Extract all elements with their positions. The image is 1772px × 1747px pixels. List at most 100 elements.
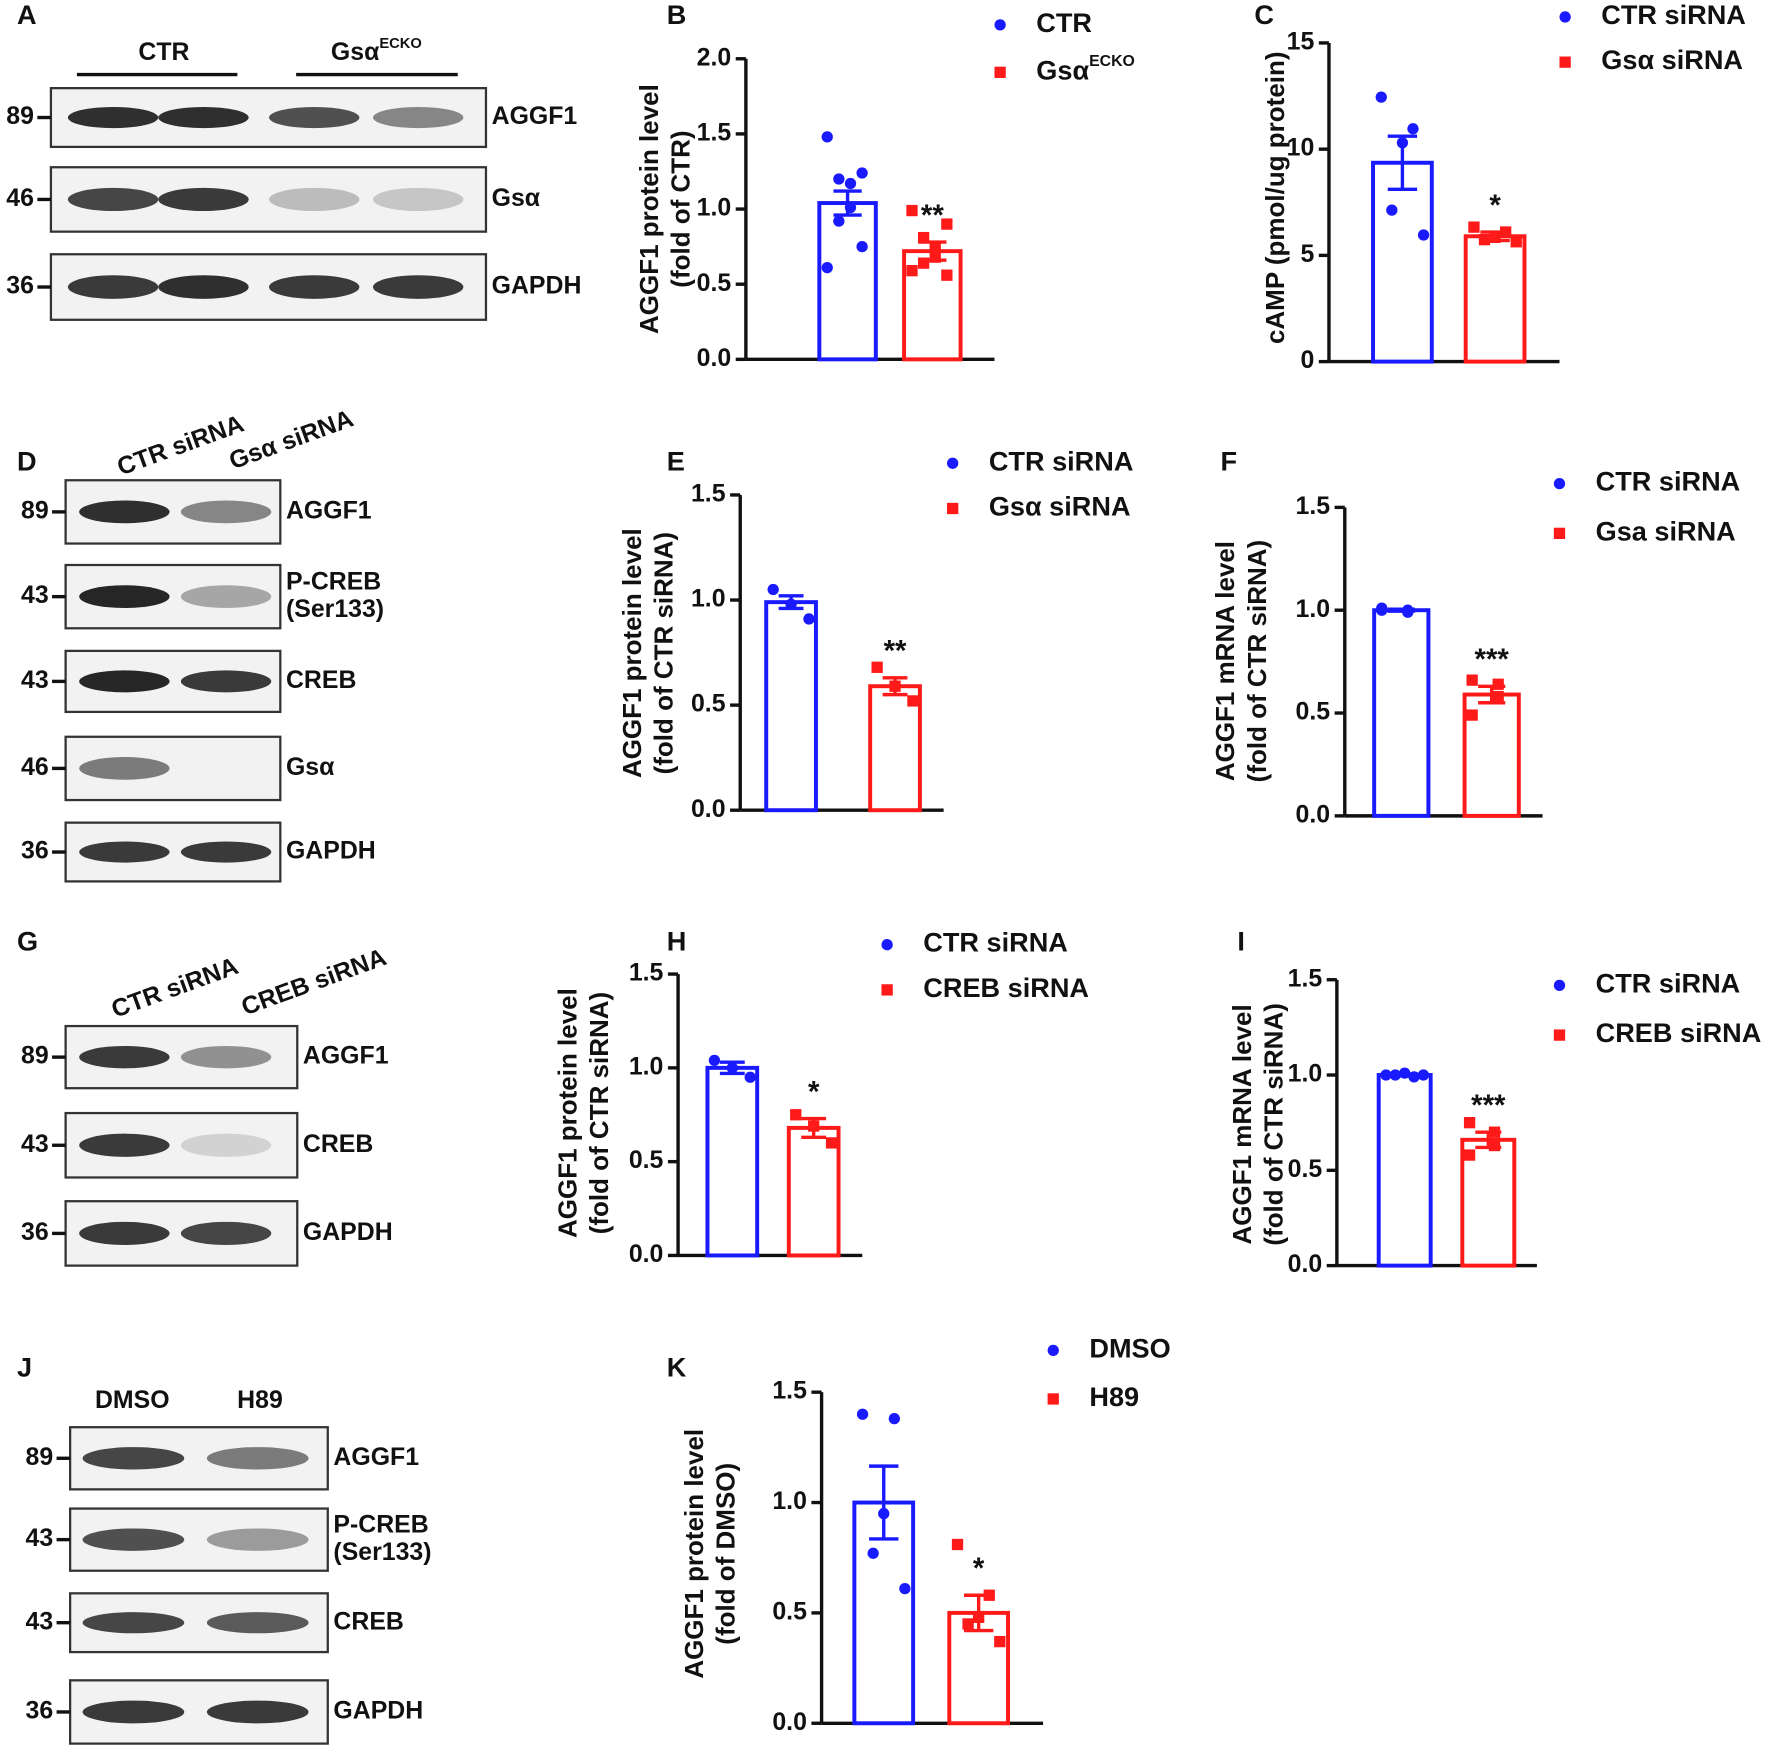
- legend-label: CTR siRNA: [989, 445, 1134, 476]
- legend-marker: [1553, 1029, 1566, 1041]
- blot-band: [67, 275, 159, 299]
- blot-band: [158, 187, 249, 212]
- protein-label: (Ser133): [333, 1538, 431, 1566]
- protein-label: AGGF1: [333, 1443, 419, 1471]
- y-tick-label: 1.5: [629, 959, 664, 987]
- y-tick-label: 5: [1300, 240, 1314, 268]
- y-tick-label: 0.5: [1296, 698, 1331, 726]
- data-point: [867, 1547, 879, 1559]
- size-marker: 36: [21, 837, 49, 865]
- data-point: [844, 201, 857, 214]
- blot-band: [82, 1612, 185, 1634]
- bar: [786, 1125, 841, 1258]
- legend-label: CTR siRNA: [923, 927, 1068, 958]
- protein-label: GAPDH: [333, 1697, 423, 1725]
- y-tick-label: 1.5: [697, 118, 732, 146]
- data-point: [941, 269, 953, 281]
- y-tick-label: 1.0: [629, 1052, 664, 1080]
- y-tick-label: 0.0: [691, 795, 726, 823]
- protein-label: AGGF1: [286, 496, 372, 524]
- panel-letter: B: [667, 0, 687, 30]
- y-tick-label: 0: [1300, 346, 1314, 374]
- data-point: [808, 1120, 820, 1132]
- blot-band: [82, 1447, 185, 1470]
- blot-band: [79, 1045, 170, 1069]
- data-point: [871, 661, 883, 673]
- data-point: [1417, 1069, 1430, 1081]
- size-marker: 36: [6, 272, 34, 300]
- lane-label-sup: ECKO: [379, 36, 421, 52]
- blot-band: [372, 187, 464, 212]
- data-point: [1510, 236, 1522, 248]
- legend-marker: [1553, 527, 1566, 540]
- data-point: [917, 231, 930, 244]
- protein-label: CREB: [333, 1607, 403, 1635]
- legend-label: Gsα siRNA: [989, 491, 1131, 522]
- y-tick-label: 1.5: [772, 1377, 807, 1405]
- data-point: [994, 1635, 1006, 1648]
- data-point: [1417, 229, 1430, 241]
- lane-label: CTR: [138, 38, 189, 66]
- legend-label-text: Gsa siRNA: [1596, 516, 1736, 547]
- y-tick-label: 15: [1287, 28, 1315, 56]
- protein-label: GAPDH: [492, 272, 582, 300]
- protein-label: (Ser133): [286, 595, 384, 623]
- blot-band: [158, 106, 249, 129]
- data-point: [1478, 234, 1491, 246]
- data-point: [962, 1618, 974, 1630]
- legend-label: CTR siRNA: [1596, 466, 1741, 497]
- blot-band: [206, 1528, 309, 1551]
- blot-band: [79, 670, 170, 693]
- panel-letter: C: [1254, 0, 1274, 30]
- blot-band: [82, 1528, 185, 1551]
- legend-label-text: DMSO: [1089, 1333, 1170, 1364]
- blot-band: [180, 670, 272, 693]
- data-point: [1396, 137, 1409, 149]
- significance: ***: [1475, 643, 1510, 676]
- legend-label-text: CTR siRNA: [1596, 968, 1741, 999]
- bar: [764, 600, 818, 813]
- panel-letter: A: [17, 0, 37, 30]
- y-tick-label: 1.0: [1296, 595, 1331, 623]
- y-tick-label: 1.0: [772, 1487, 807, 1515]
- protein-label: P-CREB: [333, 1511, 428, 1539]
- size-marker: 36: [21, 1218, 49, 1246]
- significance: *: [1489, 189, 1501, 222]
- size-marker: 89: [26, 1443, 54, 1471]
- data-point: [803, 613, 815, 625]
- data-point: [785, 598, 797, 610]
- data-point: [708, 1054, 721, 1067]
- data-point: [917, 257, 930, 269]
- protein-label: AGGF1: [303, 1042, 389, 1070]
- significance: ***: [1471, 1089, 1506, 1122]
- data-point: [906, 204, 918, 217]
- y-axis-label: (fold of CTR siRNA): [1242, 540, 1272, 782]
- legend-label: CTR siRNA: [1601, 0, 1746, 30]
- legend-label: Gsα siRNA: [1601, 44, 1743, 75]
- blot-band: [180, 1133, 272, 1157]
- data-point: [1466, 674, 1478, 686]
- y-tick-label: 0.5: [629, 1146, 664, 1174]
- data-point: [1402, 606, 1414, 618]
- blot-band: [372, 275, 464, 299]
- size-marker: 89: [6, 102, 34, 130]
- data-point: [844, 177, 857, 190]
- data-point: [899, 1582, 911, 1595]
- blot-band: [67, 106, 159, 129]
- bar: [1371, 160, 1434, 364]
- data-point: [833, 173, 845, 185]
- blot-band: [79, 1221, 170, 1246]
- y-tick-label: 1.5: [1296, 492, 1331, 520]
- legend-marker: [947, 502, 959, 515]
- y-tick-label: 0.0: [1288, 1250, 1323, 1278]
- blot-band: [269, 275, 360, 299]
- panel-letter: E: [667, 445, 685, 476]
- legend-label: CTR siRNA: [1596, 968, 1741, 999]
- y-axis-label: (fold of CTR siRNA): [649, 532, 679, 774]
- legend-marker: [994, 19, 1006, 31]
- protein-label: CREB: [303, 1130, 373, 1158]
- blot-band: [206, 1612, 309, 1634]
- blot-band: [82, 1700, 185, 1724]
- legend-marker: [994, 66, 1006, 78]
